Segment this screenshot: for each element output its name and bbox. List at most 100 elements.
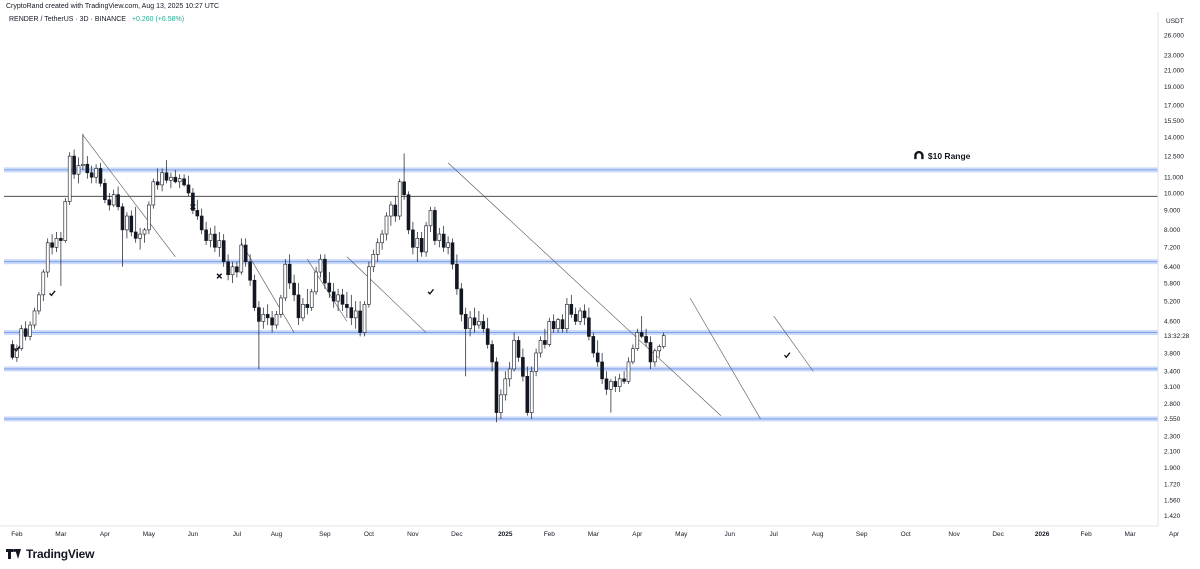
check-mark-icon (427, 288, 435, 295)
candle-body (103, 183, 107, 201)
candle-15 (76, 157, 81, 184)
candle-body (270, 317, 274, 326)
candle-body (485, 328, 490, 345)
cross-mark-icon (216, 273, 223, 279)
trendline-5 (689, 297, 761, 420)
trendline-2 (307, 259, 348, 322)
candle-body (94, 168, 98, 178)
y-tick-label: 7.200 (1164, 245, 1181, 252)
candle-36 (169, 172, 173, 189)
candle-body (54, 238, 59, 248)
candle-body (494, 361, 499, 413)
candle-body (283, 263, 288, 299)
candle-body (604, 378, 609, 390)
price-axis[interactable]: 26.000 23.000 21.000 19.000 17.000 15.500 14.0… (1164, 32, 1190, 520)
candle-78 (353, 301, 358, 329)
candle-111 (499, 389, 503, 419)
candle-4 (28, 321, 32, 341)
candle-63 (287, 254, 292, 289)
candle-body (37, 294, 41, 312)
candle-body (45, 242, 50, 273)
candle-body (19, 328, 24, 349)
candle-14 (72, 149, 76, 179)
candle-121 (543, 328, 547, 349)
time-axis[interactable]: Feb Mar Apr May Jun Jul Aug Sep Oct Nov Dec 2025 Feb… (11, 531, 1180, 538)
candle-body (631, 348, 635, 363)
candle-body (230, 266, 235, 276)
x-tick-label: 2025 (498, 531, 513, 538)
candle-134 (600, 352, 604, 384)
candle-body (353, 310, 358, 319)
trendline-0 (82, 134, 176, 257)
candle-122 (547, 317, 552, 347)
candle-body (252, 279, 257, 308)
candle-body (164, 172, 169, 181)
x-tick-label: Sep (319, 531, 331, 538)
candle-45 (208, 227, 213, 248)
y-tick-label: 1.420 (1164, 513, 1181, 520)
candle-body (116, 194, 120, 208)
candle-22 (107, 192, 112, 211)
candle-126 (565, 297, 569, 333)
x-tick-label: Mar (1124, 531, 1136, 538)
x-tick-label: Feb (1080, 531, 1092, 538)
x-tick-label: Jul (770, 531, 779, 538)
candle-20 (98, 162, 103, 187)
symbol-legend[interactable]: RENDER / TetherUS · 3D · BINANCE +0.260 … (9, 16, 184, 23)
candle-33 (155, 168, 160, 190)
candle-19 (94, 164, 98, 184)
y-tick-label: 12.500 (1164, 153, 1184, 160)
y-tick-label: 5.200 (1164, 298, 1181, 305)
candle-56 (257, 301, 261, 369)
y-tick-label: 9.000 (1164, 208, 1181, 215)
candle-136 (609, 378, 613, 413)
candle-body (657, 346, 662, 352)
candle-body (331, 291, 336, 302)
candle-body (393, 204, 398, 217)
candle-64 (292, 274, 296, 302)
y-tick-label: 17.000 (1164, 103, 1184, 110)
candle-body (15, 348, 19, 358)
candle-86 (389, 201, 393, 226)
y-tick-label: 1.900 (1164, 465, 1181, 472)
candle-body (455, 263, 459, 290)
symbol-name: RENDER / TetherUS · 3D · BINANCE (9, 16, 126, 23)
candle-body (248, 261, 252, 281)
candle-body (560, 319, 565, 330)
candle-7 (41, 269, 46, 302)
candle-77 (349, 294, 354, 326)
candle-105 (472, 307, 477, 333)
candle-body (428, 210, 433, 227)
x-tick-label: Aug (812, 531, 824, 538)
candle-body (142, 229, 147, 235)
candle-79 (358, 301, 362, 337)
candle-body (336, 294, 340, 302)
x-tick-label: Nov (407, 531, 419, 538)
candle-body (340, 294, 345, 305)
candle-99 (446, 236, 450, 255)
candle-58 (265, 304, 270, 326)
candle-55 (252, 274, 257, 311)
candle-body (587, 317, 591, 337)
candle-81 (367, 261, 371, 308)
candle-body (648, 342, 653, 363)
y-tick-label: 11.000 (1164, 175, 1184, 182)
candle-75 (340, 288, 345, 311)
candle-body (397, 181, 402, 217)
candle-140 (626, 357, 631, 384)
y-tick-label: 3.800 (1164, 350, 1181, 357)
candle-body (129, 215, 134, 233)
candles (10, 133, 666, 423)
candle-body (367, 266, 371, 305)
candle-body (199, 215, 204, 231)
candle-body (499, 394, 503, 413)
candle-133 (595, 340, 600, 367)
candle-49 (226, 254, 230, 281)
candle-body (406, 194, 411, 231)
tradingview-logo[interactable]: TradingView (6, 547, 94, 561)
candle-42 (195, 199, 200, 220)
candle-body (446, 242, 450, 248)
candle-body (547, 321, 552, 345)
candle-body (274, 314, 279, 326)
